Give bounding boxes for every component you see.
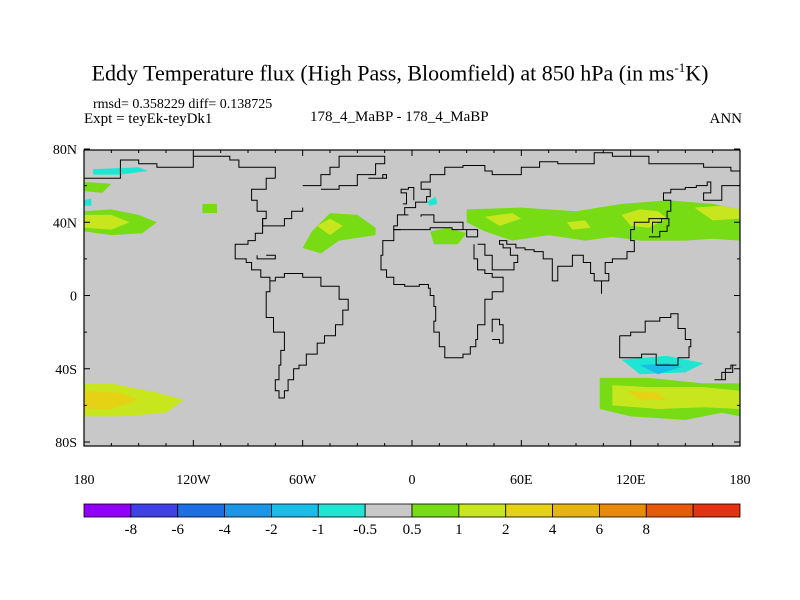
contour-region <box>639 363 682 375</box>
coastline <box>714 364 737 381</box>
chart-title: Eddy Temperature flux (High Pass, Bloomf… <box>91 60 709 86</box>
coastline <box>256 254 276 260</box>
coastline <box>648 218 670 238</box>
colorbar-swatch <box>552 503 600 518</box>
stats-label: rmsd= 0.358229 diff= 0.138725 <box>93 97 273 112</box>
colorbar-swatch <box>130 503 179 518</box>
x-tick-label: 60W <box>289 473 317 488</box>
contour-region <box>84 182 112 193</box>
contour-region <box>84 214 130 230</box>
colorbar-label: 1 <box>455 522 463 538</box>
colorbar-label: 8 <box>643 522 651 538</box>
contour-region <box>84 198 92 206</box>
coastline <box>265 273 349 399</box>
colorbar: -8 -6 -4 -2 -1 -0.5 0.5 1 2 4 6 8 <box>83 503 741 538</box>
experiment-label: Expt = teyEk-teyDk1 <box>84 111 213 127</box>
y-tick-label: 0 <box>70 290 77 305</box>
colorbar-label: 6 <box>596 522 604 538</box>
colorbar-label: -8 <box>125 522 138 538</box>
x-tick-label: 0 <box>409 473 416 488</box>
contour-region <box>484 213 522 226</box>
coastline <box>491 318 504 344</box>
colorbar-swatch <box>177 503 225 518</box>
contour-region <box>202 203 217 214</box>
x-tick-label: 120W <box>176 473 211 488</box>
coastline <box>400 187 415 205</box>
x-tick-label: 180 <box>74 473 95 488</box>
y-tick-label: 80S <box>55 436 77 451</box>
x-tick-label: 180 <box>730 473 751 488</box>
colorbar-swatch <box>364 503 413 518</box>
axes: 180 120W 60W 0 60E 120E 180 80N 40N 0 40S 80S <box>53 143 751 488</box>
contour-region <box>621 209 668 228</box>
coastline <box>477 178 740 294</box>
contour-region <box>566 220 591 230</box>
y-tick-label: 80N <box>53 143 77 158</box>
colorbar-swatch <box>505 503 553 518</box>
x-tick-label: 60E <box>510 473 533 488</box>
coastline <box>393 152 740 231</box>
colorbar-swatch <box>692 503 741 518</box>
coastline <box>401 214 479 238</box>
colorbar-label: 0.5 <box>403 522 422 538</box>
colorbar-swatch <box>411 503 460 518</box>
contour-region <box>84 390 139 409</box>
contour-region <box>612 385 740 409</box>
colorbar-label: -6 <box>171 522 184 538</box>
y-tick-label: 40S <box>55 363 77 378</box>
colorbar-swatch <box>271 503 319 518</box>
colorbar-label: -0.5 <box>353 522 377 538</box>
colorbar-label: 4 <box>549 522 557 538</box>
colorbar-label: -4 <box>218 522 231 538</box>
contour-region <box>466 200 740 241</box>
season-label: ANN <box>709 111 743 127</box>
colorbar-label: -2 <box>265 522 278 538</box>
map-area <box>84 150 740 446</box>
cases-label: 178_4_MaBP - 178_4_MaBP <box>310 109 489 125</box>
colorbar-swatch <box>317 503 366 518</box>
colorbar-swatch <box>458 503 507 518</box>
contour-region <box>302 213 376 254</box>
colorbar-label: 2 <box>502 522 510 538</box>
contour-region <box>627 390 668 400</box>
contour-region <box>426 196 438 206</box>
y-tick-label: 40N <box>53 216 77 231</box>
coastline <box>380 229 504 359</box>
contour-region <box>430 227 467 245</box>
colorbar-swatch <box>599 503 647 518</box>
colorbar-swatch <box>224 503 272 518</box>
contour-region <box>317 218 343 236</box>
coastline <box>234 218 276 282</box>
colorbar-label: -1 <box>312 522 325 538</box>
x-tick-label: 120E <box>616 473 646 488</box>
coastline <box>368 174 387 179</box>
colorbar-swatch <box>645 503 694 518</box>
coastline <box>84 155 276 179</box>
contour-region <box>694 205 740 221</box>
coastline <box>619 313 692 366</box>
colorbar-swatch <box>83 503 132 518</box>
coastline <box>302 155 386 190</box>
